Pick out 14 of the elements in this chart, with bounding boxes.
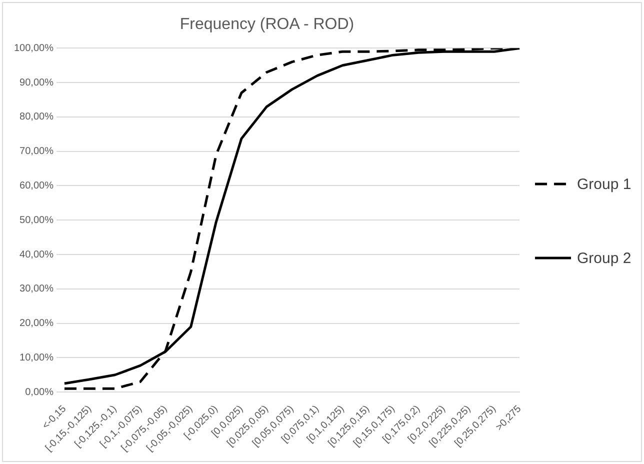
legend-label: Group 1	[577, 176, 632, 192]
y-tick-label: 20,00%	[20, 318, 54, 330]
legend-label: Group 2	[577, 250, 632, 266]
chart-title: Frequency (ROA - ROD)	[180, 16, 354, 34]
y-tick-label: 10,00%	[20, 352, 54, 364]
y-tick-label: 50,00%	[20, 214, 54, 226]
y-tick-label: 60,00%	[20, 180, 54, 192]
y-tick-label: 30,00%	[20, 284, 54, 295]
y-tick-label: 40,00%	[20, 249, 54, 260]
y-tick-label: 80,00%	[20, 112, 54, 123]
y-tick-label: 70,00%	[20, 146, 54, 158]
y-tick-label: 90,00%	[20, 77, 54, 88]
y-tick-label: 100,00%	[14, 42, 54, 54]
y-tick-label: 0,00%	[25, 386, 54, 398]
